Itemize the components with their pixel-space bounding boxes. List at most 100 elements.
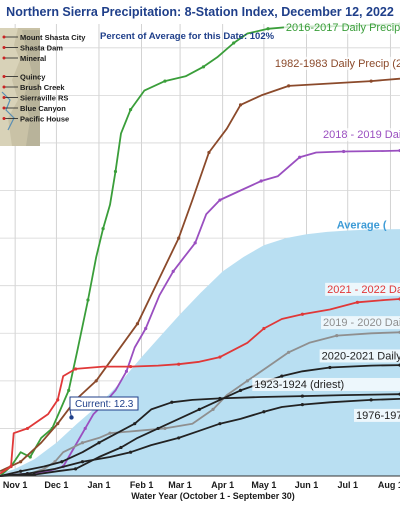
series-point-1982-1983-daily-precip xyxy=(207,150,211,155)
series-point-1982-1983-daily-precip xyxy=(369,79,373,83)
x-axis: Nov 1 Dec 1 Jan 1 Feb 1 Mar 1 Apr 1 May 1 Jun 1… xyxy=(0,475,400,490)
series-point-1976-1977-2nd-driest xyxy=(300,403,305,407)
series-point-1982-1983-daily-precip xyxy=(177,236,181,240)
series-point-2016-2017-daily-precip xyxy=(128,108,133,112)
series-point-2020-2021-daily-precip xyxy=(156,426,160,431)
x-tick-label: May 1 xyxy=(251,480,276,490)
series-point-2018-2019-daily-precip xyxy=(144,326,148,331)
series-label-1923-1924-driest: 1923-1924 (driest) xyxy=(254,379,344,391)
series-point-2020-2021-daily-precip xyxy=(74,467,78,471)
series-point-1976-1977-2nd-driest xyxy=(128,450,133,454)
series-point-2016-2017-daily-precip xyxy=(67,388,71,392)
series-point-2019-2020-daily-precip xyxy=(163,426,167,431)
x-tick-label: Mar 1 xyxy=(168,480,192,490)
series-line-1923-1924-driest xyxy=(0,393,400,477)
station-label: Mineral xyxy=(20,54,46,63)
series-point-2019-2020-daily-precip xyxy=(211,407,215,411)
series-point-1976-1977-2nd-driest xyxy=(369,398,373,402)
series-point-2021-2022-daily-precip xyxy=(74,367,78,371)
series-label-2019-2020-daily-precip: 2019 - 2020 Daily Precip xyxy=(323,317,400,329)
station-dot xyxy=(2,117,6,120)
series-point-1923-1924-driest xyxy=(19,469,23,473)
series-point-1923-1924-driest xyxy=(170,400,174,404)
x-axis-label: Water Year (October 1 - September 30) xyxy=(131,491,295,501)
station-label: Blue Canyon xyxy=(20,104,66,113)
series-point-1923-1924-driest xyxy=(97,441,101,445)
series-point-1976-1977-2nd-driest xyxy=(218,422,222,426)
series-line-2021-2022-daily-precip xyxy=(0,298,400,475)
series-label-bg xyxy=(354,408,400,422)
series-label-bg xyxy=(319,349,400,363)
series-point-2016-2017-daily-precip xyxy=(201,65,206,69)
series-point-1982-1983-daily-precip xyxy=(287,84,291,88)
series-label-2021-2022-daily-precip: 2021 - 2022 Daily Precip xyxy=(327,284,400,296)
current-value-box xyxy=(69,396,139,411)
series-point-2018-2019-daily-precip xyxy=(83,426,87,431)
series-line-2016-2017-daily-precip xyxy=(0,23,400,477)
series-point-2018-2019-daily-precip xyxy=(171,269,175,274)
series-point-2020-2021-daily-precip xyxy=(197,407,201,411)
station-dot xyxy=(2,96,6,99)
series-point-1923-1924-driest xyxy=(60,460,64,464)
series-area-average xyxy=(0,229,400,476)
series-point-2018-2019-daily-precip xyxy=(259,179,263,183)
series-point-2020-2021-daily-precip xyxy=(238,388,243,392)
series-point-2018-2019-daily-precip xyxy=(298,155,302,159)
series-point-2020-2021-daily-precip xyxy=(280,374,284,378)
series-label-bg xyxy=(321,128,400,142)
x-tick-label: Dec 1 xyxy=(44,480,68,490)
series-point-2021-2022-daily-precip xyxy=(25,426,30,431)
series-label-bg xyxy=(252,377,400,391)
series-label-1982-1983-daily-precip: 1982-1983 Daily Precip (2nd xyxy=(275,58,400,70)
series-point-1976-1977-2nd-driest xyxy=(177,436,181,440)
x-tick-label: Aug 1 xyxy=(378,480,400,490)
series-label-2018-2019-daily-precip: 2018 - 2019 Daily Precip xyxy=(323,129,400,141)
series-point-2020-2021-daily-precip xyxy=(328,365,332,370)
series-point-1976-1977-2nd-driest xyxy=(25,472,30,476)
series-point-2019-2020-daily-precip xyxy=(80,441,85,445)
series-point-2021-2022-daily-precip xyxy=(262,326,266,331)
station-label: Pacific House xyxy=(20,115,69,124)
series-point-1982-1983-daily-precip xyxy=(56,422,60,426)
series-point-2019-2020-daily-precip xyxy=(108,431,112,435)
series-lines-layer xyxy=(0,22,400,477)
series-point-2016-2017-daily-precip xyxy=(232,41,236,45)
station-dot xyxy=(2,56,6,60)
station-dot xyxy=(2,106,6,110)
series-point-1982-1983-daily-precip xyxy=(19,460,23,464)
series-point-2016-2017-daily-precip xyxy=(86,298,90,302)
series-point-2021-2022-daily-precip xyxy=(300,312,305,316)
chart-title: Northern Sierra Precipitation: 8-Station… xyxy=(6,5,394,19)
series-point-1976-1977-2nd-driest xyxy=(262,410,266,414)
series-point-2016-2017-daily-precip xyxy=(163,79,167,83)
x-tick-label: Nov 1 xyxy=(3,480,28,490)
series-label-2020-2021-daily-precip: 2020-2021 Daily Precip (3rd xyxy=(322,350,400,362)
series-labels-layer: Average (2016-2017 Daily Precip (wo 1982-… xyxy=(252,21,400,422)
series-point-2016-2017-daily-precip xyxy=(113,169,118,174)
station-label: Shasta Dam xyxy=(20,44,63,53)
series-label-bg xyxy=(325,282,400,296)
series-point-2021-2022-daily-precip xyxy=(128,364,133,369)
station-dot xyxy=(2,85,6,89)
series-point-1923-1924-driest xyxy=(133,422,137,426)
series-point-2018-2019-daily-precip xyxy=(342,149,346,154)
series-point-2016-2017-daily-precip xyxy=(28,455,32,459)
series-label-average: Average ( xyxy=(337,220,387,232)
x-tick-label: Feb 1 xyxy=(130,480,154,490)
series-label-bg xyxy=(283,21,400,35)
series-point-2021-2022-daily-precip xyxy=(355,300,359,304)
series-point-2018-2019-daily-precip xyxy=(124,369,129,373)
station-label: Brush Creek xyxy=(20,83,65,92)
series-point-1923-1924-driest xyxy=(218,396,222,401)
series-point-2019-2020-daily-precip xyxy=(245,379,250,383)
station-dot xyxy=(2,35,6,39)
series-point-2016-2017-daily-precip xyxy=(101,226,105,231)
current-value-label: Current: 12.3 xyxy=(75,399,134,410)
current-marker: Current: 12.3 xyxy=(69,396,139,420)
series-line-1976-1977-2nd-driest xyxy=(0,398,400,477)
series-point-2018-2019-daily-precip xyxy=(218,198,222,202)
current-value-point xyxy=(69,415,74,420)
series-point-2021-2022-daily-precip xyxy=(56,398,60,402)
